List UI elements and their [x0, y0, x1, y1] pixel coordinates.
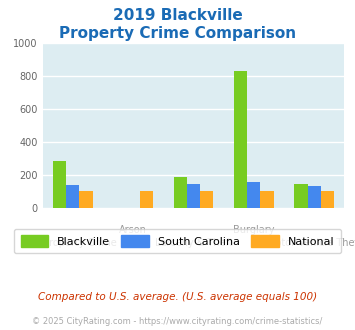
- Text: Motor Vehicle Theft: Motor Vehicle Theft: [267, 239, 355, 248]
- Bar: [66, 185, 80, 208]
- Bar: [187, 184, 200, 208]
- Text: Larceny & Theft: Larceny & Theft: [154, 239, 233, 248]
- Bar: [261, 191, 274, 208]
- Bar: [200, 191, 213, 208]
- Bar: [234, 71, 247, 208]
- Bar: [140, 191, 153, 208]
- Bar: [53, 161, 66, 208]
- Bar: [80, 191, 93, 208]
- Bar: [294, 183, 307, 208]
- Text: Compared to U.S. average. (U.S. average equals 100): Compared to U.S. average. (U.S. average …: [38, 292, 317, 302]
- Text: Property Crime Comparison: Property Crime Comparison: [59, 26, 296, 41]
- Text: Arson: Arson: [119, 225, 147, 235]
- Text: © 2025 CityRating.com - https://www.cityrating.com/crime-statistics/: © 2025 CityRating.com - https://www.city…: [32, 317, 323, 326]
- Text: All Property Crime: All Property Crime: [28, 239, 117, 248]
- Text: Burglary: Burglary: [233, 225, 274, 235]
- Text: 2019 Blackville: 2019 Blackville: [113, 8, 242, 23]
- Bar: [247, 182, 261, 208]
- Bar: [307, 186, 321, 208]
- Bar: [174, 178, 187, 208]
- Legend: Blackville, South Carolina, National: Blackville, South Carolina, National: [14, 229, 341, 253]
- Bar: [321, 191, 334, 208]
